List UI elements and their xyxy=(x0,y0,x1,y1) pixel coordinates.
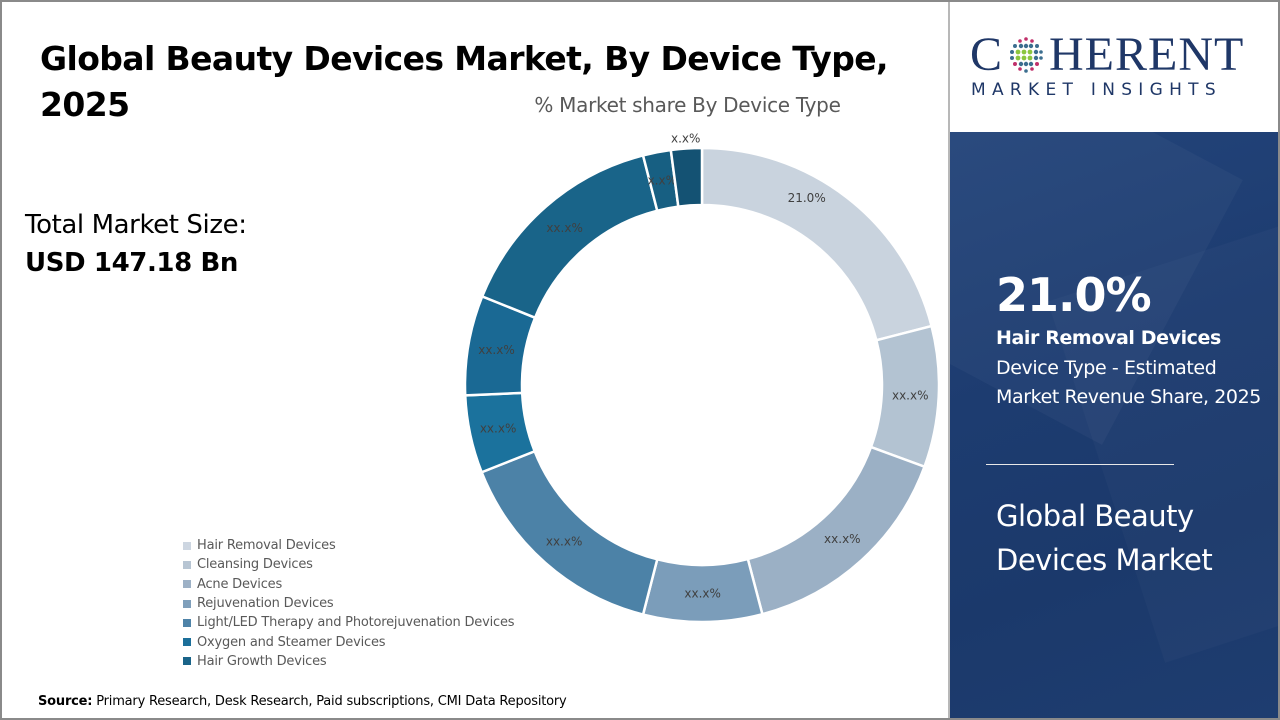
legend-item: Rejuvenation Devices xyxy=(183,594,514,613)
highlight-stat: 21.0% xyxy=(996,268,1152,322)
globe-icon xyxy=(1010,37,1043,73)
slice-label: xx.x% xyxy=(546,534,583,548)
logo: C HERENT MARKET INSIGHTS xyxy=(950,2,1278,132)
legend-swatch xyxy=(183,657,191,666)
legend-item: Hair Removal Devices xyxy=(183,536,514,555)
legend-swatch xyxy=(183,599,191,608)
donut-chart: 21.0% xx.x% xx.x% xx.x% xx.x% xx.x% xx.x% xx.x%… xyxy=(463,132,941,624)
slice-label: xx.x% xyxy=(478,343,515,357)
donut-slice xyxy=(746,445,927,616)
source-text: Primary Research, Desk Research, Paid su… xyxy=(92,694,567,709)
chart-legend: Hair Removal Devices Cleansing Devices A… xyxy=(183,536,515,671)
legend-label: Hair Growth Devices xyxy=(197,653,327,669)
highlight-segment: Hair Removal Devices xyxy=(996,327,1221,349)
highlight-panel: C HERENT MARKET INSIGHTS 21.0% Hair Remo… xyxy=(950,2,1278,718)
slice-label: xx.x% xyxy=(684,586,721,600)
market-size-label: Total Market Size: xyxy=(25,210,247,240)
legend-swatch xyxy=(183,638,191,647)
donut-slice xyxy=(480,153,659,320)
chart-title: % Market share By Device Type xyxy=(534,93,841,117)
legend-item: Acne Devices xyxy=(183,575,514,594)
highlight-divider xyxy=(986,464,1174,465)
slice-label: 21.0% xyxy=(788,191,826,205)
slice-label: xx.x% xyxy=(546,221,583,235)
slice-label: xx.x% xyxy=(480,422,517,436)
legend-swatch xyxy=(183,618,191,627)
logo-wordmark: C HERENT xyxy=(970,30,1244,80)
legend-swatch xyxy=(183,541,191,550)
panel-divider xyxy=(948,2,950,718)
logo-letters-herent: HERENT xyxy=(1049,28,1245,81)
legend-label: Rejuvenation Devices xyxy=(197,596,334,612)
legend-label: Light/LED Therapy and Photorejuvenation … xyxy=(197,615,515,631)
legend-item: Light/LED Therapy and Photorejuvenation … xyxy=(183,613,515,632)
source-note: Source: Primary Research, Desk Research,… xyxy=(38,694,567,709)
slice-label: x.x% xyxy=(671,132,700,146)
highlight-card: 21.0% Hair Removal Devices Device Type -… xyxy=(950,132,1278,718)
highlight-description: Device Type - Estimated Market Revenue S… xyxy=(996,357,1261,408)
highlight-market-name: Global Beauty Devices Market xyxy=(996,499,1213,577)
legend-item: Cleansing Devices xyxy=(183,555,514,574)
legend-label: Cleansing Devices xyxy=(197,557,313,573)
source-prefix: Source: xyxy=(38,694,93,709)
market-size-value: USD 147.18 Bn xyxy=(25,248,238,278)
legend-item: Oxygen and Steamer Devices xyxy=(183,632,514,651)
page-title: Global Beauty Devices Market, By Device … xyxy=(40,39,889,124)
donut-slice xyxy=(700,146,934,342)
slice-label: xx.x% xyxy=(892,388,929,402)
legend-swatch xyxy=(183,580,191,589)
legend-label: Hair Removal Devices xyxy=(197,538,336,554)
donut-slice xyxy=(669,146,704,208)
legend-label: Oxygen and Steamer Devices xyxy=(197,634,386,650)
legend-item: Hair Growth Devices xyxy=(183,652,514,671)
slice-label: x.x% xyxy=(648,173,677,187)
legend-swatch xyxy=(183,560,191,569)
legend-label: Acne Devices xyxy=(197,576,283,592)
logo-letter-c: C xyxy=(970,28,1004,81)
slice-label: xx.x% xyxy=(824,532,861,546)
logo-subtitle: MARKET INSIGHTS xyxy=(971,80,1222,100)
